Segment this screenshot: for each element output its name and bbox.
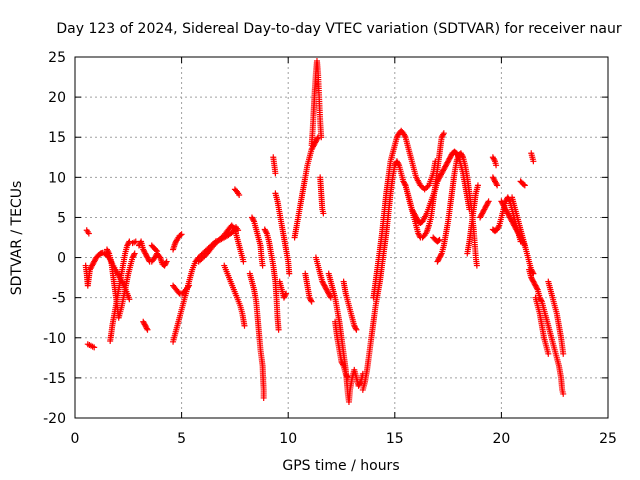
- data-point: [484, 199, 491, 206]
- data-point: [352, 325, 359, 332]
- data-points: [82, 58, 567, 405]
- x-tick-label: 20: [492, 431, 510, 447]
- data-point: [474, 182, 481, 189]
- data-point: [491, 156, 498, 163]
- data-point: [459, 152, 466, 159]
- data-point: [395, 160, 402, 167]
- data-point: [436, 236, 443, 243]
- data-point: [250, 217, 257, 224]
- data-point: [186, 282, 193, 289]
- data-point: [495, 223, 502, 230]
- data-point: [85, 230, 92, 237]
- data-point: [327, 293, 334, 300]
- y-tick-label: 10: [48, 170, 66, 186]
- data-point: [105, 249, 112, 256]
- data-point: [440, 130, 447, 137]
- y-tick-label: -15: [43, 371, 66, 387]
- y-tick-label: 0: [57, 251, 66, 267]
- data-point: [240, 258, 247, 265]
- data-point: [130, 251, 137, 258]
- data-point: [177, 232, 184, 239]
- y-tick-label: 25: [48, 50, 66, 66]
- data-point: [263, 229, 270, 236]
- data-point: [143, 325, 150, 332]
- x-axis-title: GPS time / hours: [282, 458, 399, 474]
- data-point: [520, 181, 527, 188]
- data-point: [178, 231, 185, 238]
- data-point: [175, 289, 182, 296]
- data-point: [230, 225, 237, 232]
- data-point: [545, 350, 552, 357]
- data-point: [272, 170, 279, 177]
- data-point: [307, 297, 314, 304]
- y-tick-label: 20: [48, 90, 66, 106]
- data-point: [162, 259, 169, 266]
- data-point: [259, 262, 266, 269]
- y-tick-label: -10: [43, 331, 66, 347]
- axis-ticks: [74, 56, 609, 419]
- data-point: [282, 291, 289, 298]
- data-point: [126, 238, 133, 245]
- data-point: [283, 290, 290, 297]
- y-tick-label: 5: [57, 210, 66, 226]
- data-point: [530, 158, 537, 165]
- data-point: [493, 181, 500, 188]
- data-point: [344, 374, 351, 381]
- data-point: [437, 251, 444, 258]
- data-point: [275, 326, 282, 333]
- chart-title: Day 123 of 2024, Sidereal Day-to-day VTE…: [56, 21, 622, 37]
- x-tick-label: 15: [386, 431, 404, 447]
- data-point: [435, 237, 442, 244]
- data-point: [353, 326, 360, 333]
- data-point: [91, 344, 98, 351]
- data-point: [153, 247, 160, 254]
- axis-tick-labels: 0 5 10 15 20 25 -20 -15 -10 -5 0 5 10 15 20 25: [43, 50, 617, 447]
- data-point: [126, 296, 133, 303]
- data-point: [344, 373, 351, 380]
- y-axis-title: SDTVAR / TECUs: [9, 181, 25, 296]
- data-point: [560, 350, 567, 357]
- data-point: [320, 210, 327, 217]
- y-tick-label: 15: [48, 130, 66, 146]
- x-tick-label: 0: [71, 431, 80, 447]
- data-point: [144, 326, 151, 333]
- data-point: [286, 270, 293, 277]
- data-point: [401, 132, 408, 139]
- data-point: [494, 182, 501, 189]
- data-point: [533, 285, 540, 292]
- data-point: [538, 297, 545, 304]
- data-point: [401, 181, 408, 188]
- data-point: [521, 242, 528, 249]
- data-point: [473, 262, 480, 269]
- data-point: [154, 248, 161, 255]
- data-point: [560, 390, 567, 397]
- data-point: [339, 361, 346, 368]
- data-point: [308, 298, 315, 305]
- data-point: [241, 322, 248, 329]
- data-point: [440, 131, 447, 138]
- data-point: [493, 162, 500, 169]
- data-point: [163, 258, 170, 265]
- x-tick-label: 5: [177, 431, 186, 447]
- data-point: [235, 227, 242, 234]
- data-point: [131, 250, 138, 257]
- data-point: [318, 134, 325, 141]
- data-point: [260, 394, 267, 401]
- data-point: [432, 158, 439, 165]
- data-point: [356, 380, 363, 387]
- y-tick-label: -20: [43, 411, 66, 427]
- y-tick-label: -5: [52, 291, 66, 307]
- x-tick-label: 25: [599, 431, 617, 447]
- data-point: [506, 197, 513, 204]
- data-point: [236, 191, 243, 198]
- plot-frame: [74, 56, 609, 419]
- x-tick-label: 10: [279, 431, 297, 447]
- data-point: [521, 182, 528, 189]
- data-point: [184, 283, 191, 290]
- data-point: [485, 198, 492, 205]
- data-point: [132, 238, 139, 245]
- data-point: [314, 135, 321, 142]
